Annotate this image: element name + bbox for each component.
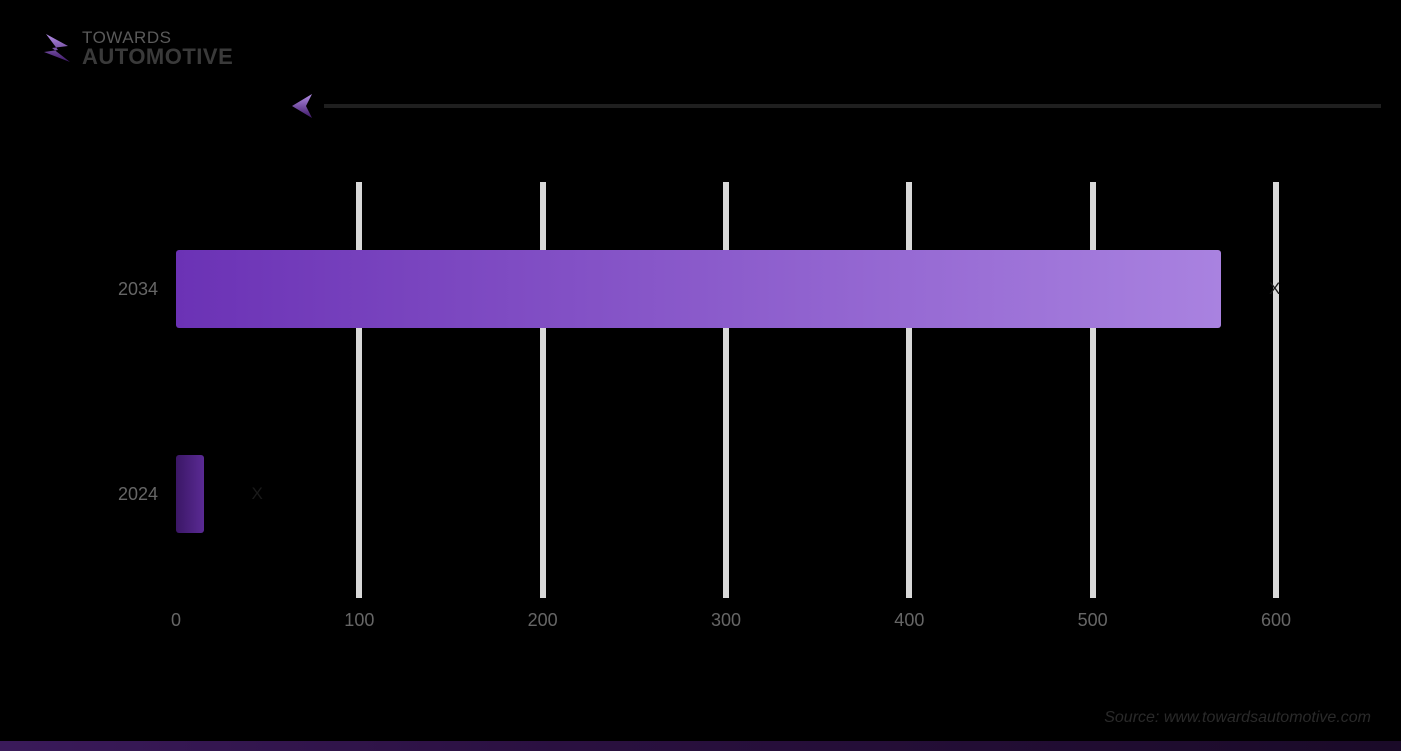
grid-line [906, 182, 912, 598]
grid-line [1273, 182, 1279, 598]
x-axis-tick-label: 0 [171, 610, 181, 631]
source-attribution: Source: www.towardsautomotive.com [1104, 709, 1371, 727]
bottom-strip [0, 741, 1401, 751]
source-prefix: Source: [1104, 709, 1164, 726]
bar-value-label: X [252, 484, 263, 504]
y-axis-label: 2024 [118, 484, 158, 505]
bar-chart: 0100200300400500600 2034X2024X [176, 182, 1276, 598]
x-axis-tick-label: 300 [711, 610, 741, 631]
caret-left-icon [286, 90, 318, 122]
title-rule [324, 104, 1381, 108]
y-axis-label: 2034 [118, 279, 158, 300]
x-axis-tick-label: 400 [894, 610, 924, 631]
grid-line [1090, 182, 1096, 598]
bar-row: 2024X [176, 455, 263, 533]
bar-row: 2034X [176, 250, 1280, 328]
grid-line [356, 182, 362, 598]
source-text: www.towardsautomotive.com [1164, 709, 1371, 726]
bar [176, 250, 1221, 328]
x-axis-tick-label: 600 [1261, 610, 1291, 631]
logo-text-line1: TOWARDS [82, 29, 233, 46]
bar-value-label: X [1269, 279, 1280, 299]
logo-text: TOWARDS AUTOMOTIVE [82, 29, 233, 68]
x-axis-tick-label: 500 [1078, 610, 1108, 631]
bar [176, 455, 204, 533]
x-axis-tick-label: 200 [528, 610, 558, 631]
logo-text-line2: AUTOMOTIVE [82, 46, 233, 68]
title-divider [286, 90, 1381, 122]
brand-logo: TOWARDS AUTOMOTIVE [40, 28, 233, 68]
logo-mark-icon [40, 28, 74, 68]
grid-line [723, 182, 729, 598]
x-axis-tick-label: 100 [344, 610, 374, 631]
grid-line [540, 182, 546, 598]
